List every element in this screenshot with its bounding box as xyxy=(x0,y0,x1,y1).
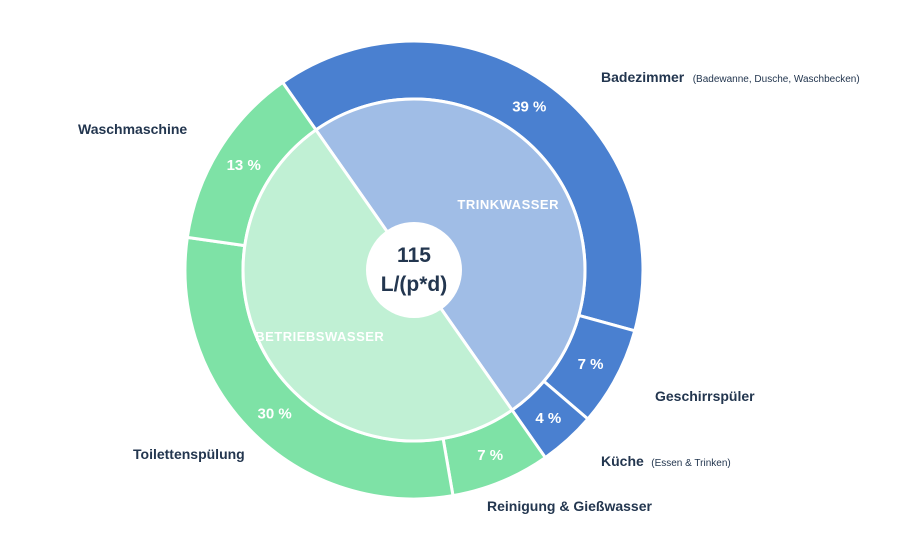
label-kueche: Küche (Essen & Trinken) xyxy=(601,453,731,470)
outer-label-geschirrsp-ler: 7 % xyxy=(578,356,604,373)
outer-value-labels: 39 % 7 % 4 % 7 % 30 % 13 % xyxy=(227,99,604,464)
inner-label-trinkwasser: TRINKWASSER xyxy=(457,197,559,212)
label-toilettenspuelung: Toilettenspülung xyxy=(133,446,245,462)
inner-labels: TRINKWASSER BETRIEBSWASSER xyxy=(255,197,559,344)
inner-label-betriebswasser: BETRIEBSWASSER xyxy=(255,329,384,344)
outer-label-waschmaschine: 13 % xyxy=(227,157,261,174)
label-reinigung: Reinigung & Gießwasser xyxy=(487,498,652,514)
center-hole xyxy=(366,222,462,318)
center-total-value: 115 xyxy=(397,244,431,267)
outer-label-k-che: 4 % xyxy=(535,410,561,427)
outer-label-toilettensp-lung: 30 % xyxy=(257,405,291,422)
outer-label-badezimmer: 39 % xyxy=(512,99,546,116)
center-total-unit: L/(p*d) xyxy=(381,273,447,296)
label-geschirrspueler: Geschirrspüler xyxy=(655,388,755,404)
label-waschmaschine: Waschmaschine xyxy=(78,121,187,137)
label-badezimmer: Badezimmer (Badewanne, Dusche, Waschbeck… xyxy=(601,69,860,86)
outer-label-reinigung-gie-wasser: 7 % xyxy=(477,447,503,464)
